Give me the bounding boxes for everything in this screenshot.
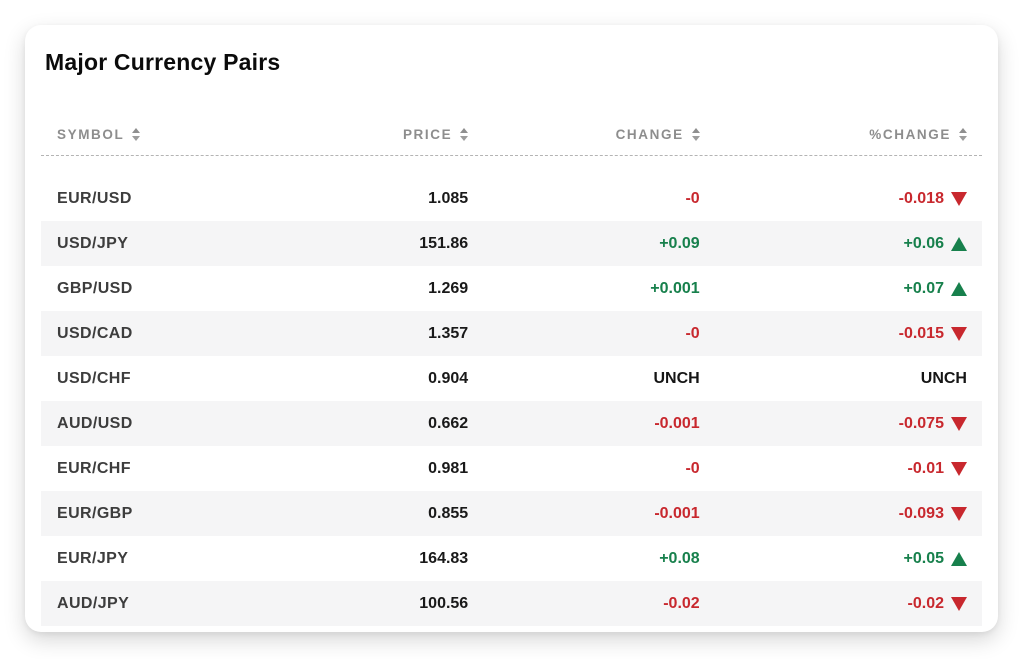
pct-change-value: -0.01 [907,459,944,477]
change-cell: -0.001 [654,414,700,432]
sort-icon [958,128,967,141]
change-cell: -0 [685,189,700,207]
change-cell: -0 [685,324,700,342]
column-header-symbol[interactable]: SYMBOL [41,127,248,142]
table-row[interactable]: GBP/USD 1.269 +0.001 +0.07 [41,266,982,311]
pct-change-cell: -0.018 [700,190,982,208]
price-cell: 0.662 [428,414,469,432]
column-header-change-label: CHANGE [615,127,684,142]
column-header-pct-change-label: %CHANGE [869,127,951,142]
pct-change-cell: +0.05 [700,550,982,568]
pct-change-value: -0.075 [898,414,944,432]
table-row[interactable]: USD/CHF 0.904 UNCH UNCH [41,356,982,401]
column-header-change[interactable]: CHANGE [468,127,700,142]
sort-icon [132,128,141,141]
change-cell: +0.001 [650,279,700,297]
pct-change-cell: +0.07 [700,280,982,298]
pct-change-value: UNCH [920,369,967,387]
price-cell: 1.085 [428,189,469,207]
page-title: Major Currency Pairs [45,49,281,75]
price-cell: 0.904 [428,369,469,387]
column-header-price-label: PRICE [402,127,453,142]
direction-triangle-icon [950,281,967,296]
symbol-cell: USD/CAD [57,324,133,342]
symbol-cell: GBP/USD [57,279,133,297]
sort-icon [460,128,469,141]
price-cell: 0.981 [428,459,469,477]
change-cell: +0.08 [659,549,700,567]
direction-triangle-icon [950,551,967,566]
pct-change-value: +0.06 [903,234,944,252]
table-row[interactable]: USD/CAD 1.357 -0 -0.015 [41,311,982,356]
change-cell: +0.09 [659,234,700,252]
price-cell: 164.83 [419,549,469,567]
pct-change-cell: UNCH [700,370,982,388]
pct-change-cell: -0.015 [700,325,982,343]
change-cell: -0.02 [663,594,700,612]
price-cell: 100.56 [419,594,469,612]
direction-triangle-icon [950,416,967,431]
direction-triangle-icon [950,506,967,521]
table-body: EUR/USD 1.085 -0 -0.018 USD/JPY 151.86 +… [41,176,982,626]
column-header-price[interactable]: PRICE [248,127,469,142]
change-cell: UNCH [653,369,700,387]
symbol-cell: USD/CHF [57,369,131,387]
direction-triangle-icon [950,236,967,251]
symbol-cell: EUR/JPY [57,549,129,567]
direction-triangle-icon [950,461,967,476]
table-row[interactable]: EUR/CHF 0.981 -0 -0.01 [41,446,982,491]
symbol-cell: USD/JPY [57,234,129,252]
column-header-symbol-label: SYMBOL [57,127,125,142]
table-header-row: SYMBOL PRICE CHANGE %CHANGE [41,120,982,156]
table-row[interactable]: EUR/GBP 0.855 -0.001 -0.093 [41,491,982,536]
change-cell: -0 [685,459,700,477]
pct-change-value: +0.05 [903,549,944,567]
table-row[interactable]: USD/JPY 151.86 +0.09 +0.06 [41,221,982,266]
pct-change-value: -0.02 [907,594,944,612]
table-row[interactable]: EUR/JPY 164.83 +0.08 +0.05 [41,536,982,581]
pct-change-value: -0.018 [898,189,944,207]
change-cell: -0.001 [654,504,700,522]
direction-triangle-icon [950,191,967,206]
symbol-cell: AUD/JPY [57,594,130,612]
sort-icon [691,128,700,141]
pct-change-cell: -0.01 [700,460,982,478]
symbol-cell: EUR/USD [57,189,132,207]
price-cell: 1.269 [428,279,469,297]
pct-change-value: -0.093 [898,504,944,522]
direction-triangle-icon [950,326,967,341]
symbol-cell: EUR/CHF [57,459,131,477]
price-cell: 1.357 [428,324,469,342]
column-header-pct-change[interactable]: %CHANGE [700,127,982,142]
pct-change-cell: -0.075 [700,415,982,433]
symbol-cell: AUD/USD [57,414,133,432]
price-cell: 151.86 [419,234,469,252]
table-row[interactable]: AUD/JPY 100.56 -0.02 -0.02 [41,581,982,626]
pct-change-cell: -0.02 [700,595,982,613]
pct-change-value: -0.015 [898,324,944,342]
currency-pairs-card: Major Currency Pairs SYMBOL PRICE CHANGE… [25,25,998,632]
pct-change-cell: +0.06 [700,235,982,253]
pct-change-cell: -0.093 [700,505,982,523]
pct-change-value: +0.07 [903,279,944,297]
price-cell: 0.855 [428,504,469,522]
symbol-cell: EUR/GBP [57,504,133,522]
table-row[interactable]: EUR/USD 1.085 -0 -0.018 [41,176,982,221]
direction-triangle-icon [950,596,967,611]
table-row[interactable]: AUD/USD 0.662 -0.001 -0.075 [41,401,982,446]
currency-table: SYMBOL PRICE CHANGE %CHANGE EUR/USD 1.08… [41,120,982,626]
